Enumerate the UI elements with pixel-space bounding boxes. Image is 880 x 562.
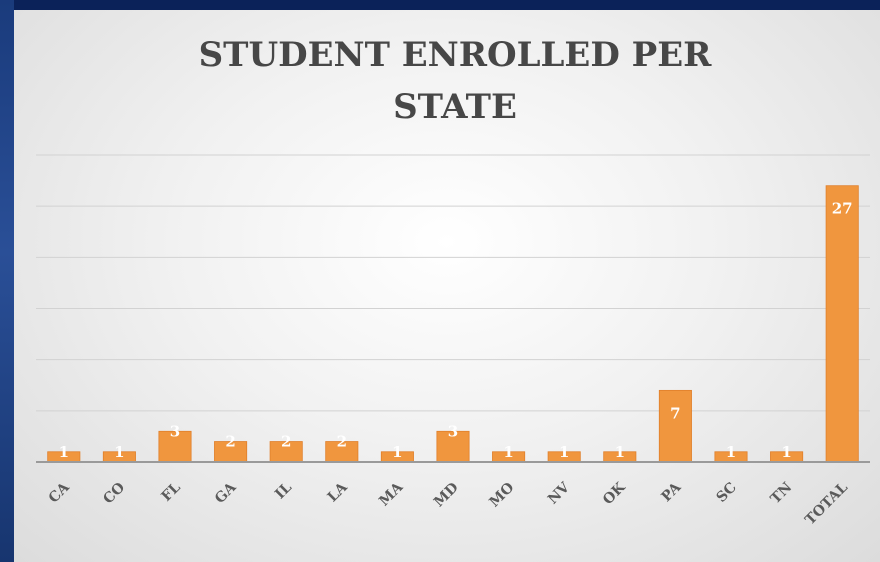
data-label-ma: 1 (392, 443, 402, 461)
tick-label-md: MD (431, 480, 462, 511)
tick-label-ok: OK (600, 479, 629, 508)
bar-fl (158, 430, 192, 463)
bar-pa (658, 389, 692, 463)
bars (47, 185, 859, 463)
data-label-ca: 1 (59, 443, 69, 461)
tick-label-pa: PA (659, 479, 686, 506)
data-labels: 1 1 3 2 2 2 1 3 1 1 1 7 1 1 27 (59, 200, 853, 461)
tick-label-ma: MA (376, 479, 407, 510)
bar-total (825, 185, 859, 463)
chart-title-line-1: STUDENT ENROLLED PER (199, 35, 713, 75)
tick-label-total: TOTAL (802, 479, 851, 528)
data-label-sc: 1 (726, 443, 736, 461)
data-label-pa: 7 (670, 404, 680, 422)
gridlines (36, 154, 870, 412)
data-label-fl: 3 (170, 422, 180, 440)
chart-panel (14, 10, 880, 562)
chart-title-line-2: STATE (393, 87, 517, 127)
data-label-mo: 1 (503, 443, 513, 461)
left-frame (0, 0, 14, 562)
data-label-md: 3 (448, 422, 458, 440)
data-label-nv: 1 (559, 443, 569, 461)
x-tick-labels: CA CO FL GA IL LA MA MD MO NV OK PA SC TN TOTAL (46, 479, 851, 529)
tick-label-ga: GA (212, 479, 240, 507)
tick-label-co: CO (100, 480, 128, 508)
data-label-ok: 1 (615, 443, 625, 461)
tick-label-sc: SC (713, 480, 739, 506)
tick-label-il: IL (272, 479, 295, 502)
tick-label-mo: MO (487, 480, 518, 511)
data-label-co: 1 (114, 443, 124, 461)
tick-label-fl: FL (159, 479, 184, 504)
tick-label-la: LA (325, 479, 352, 506)
data-label-total: 27 (832, 200, 853, 218)
data-label-la: 2 (337, 433, 347, 451)
data-label-ga: 2 (225, 433, 235, 451)
tick-label-ca: CA (46, 479, 74, 507)
data-label-tn: 1 (781, 443, 791, 461)
tick-label-nv: NV (545, 479, 574, 508)
data-label-il: 2 (281, 433, 291, 451)
tick-label-tn: TN (768, 479, 796, 507)
top-frame (0, 0, 880, 10)
